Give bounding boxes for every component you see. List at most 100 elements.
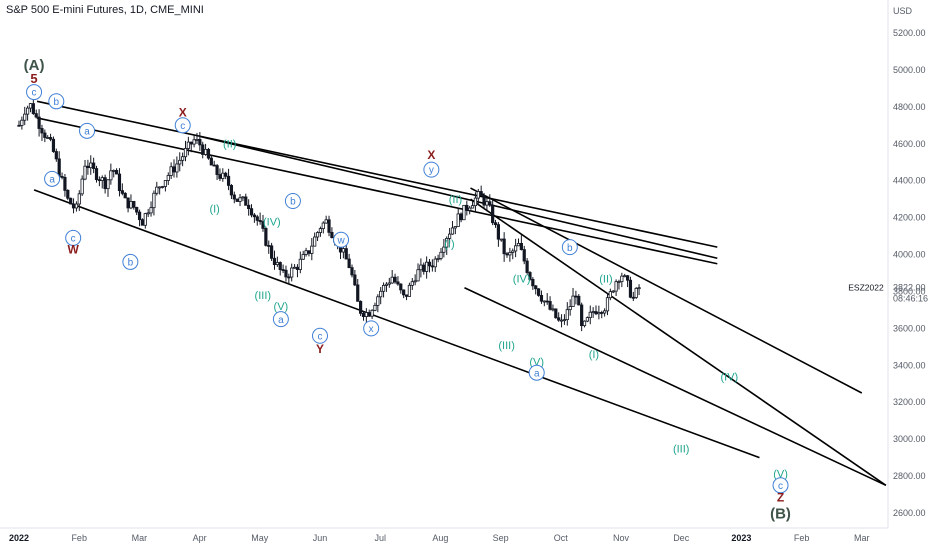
candle-body [123,192,127,199]
candle-body [324,219,328,224]
x-tick-label: Feb [794,533,810,543]
wave-label: w [336,235,345,246]
wave-label: (II) [449,194,462,206]
candle-body [181,156,185,161]
time-axis: 2022 Feb Mar Apr May Jun Jul Aug Sep Oct Nov Dec 202… [9,533,870,543]
candle-body [597,312,601,315]
y-tick-label: 3600.00 [893,323,926,333]
candle-body [23,113,27,121]
wave-label-circle [312,327,328,344]
candle-body [387,282,391,285]
y-tick-label: 4600.00 [893,139,926,149]
trendline[interactable] [33,189,760,459]
trendline[interactable] [36,100,718,248]
candle-body [557,317,561,321]
candle-body [163,180,168,187]
wave-label-circle [423,161,440,178]
wave-label: (IV) [513,273,531,285]
candle-body [252,214,256,218]
wave-label: b [290,197,296,208]
candle-body [370,309,374,317]
candle-body [551,308,555,311]
x-tick-label: Aug [432,533,448,543]
candle-body [172,166,176,173]
candle-body [270,245,274,259]
candle-body [92,162,96,169]
candle-body [284,269,288,278]
wave-label: b [567,243,573,254]
candle-body [384,283,389,286]
candle-body [453,226,457,229]
candle-body [373,304,377,311]
y-tick-label: 5200.00 [893,28,926,38]
candle-body [470,205,475,209]
candle-body [37,116,41,129]
candle-body [350,267,354,276]
wave-label-circle [26,84,43,101]
x-tick-label: May [251,533,269,543]
trendline[interactable] [199,135,718,260]
wave-label: Y [316,342,324,356]
candle-body [224,172,228,177]
candle-body [304,250,308,255]
candle-body [614,281,618,292]
wave-label: W [68,242,80,256]
candle-body [364,312,368,318]
candle-body [399,283,403,291]
candle-body [341,248,345,253]
candle-body [313,236,317,247]
candle-body [594,311,598,315]
candle-body [94,168,99,181]
candle-body [83,165,87,180]
candle-body [249,208,254,216]
wave-label: (V) [773,468,788,480]
candle-body [57,158,61,177]
candle-body [536,288,541,296]
wave-label: a [84,126,90,137]
candle-body [433,258,437,268]
candle-body [344,248,348,260]
candle-body [77,193,81,205]
candle-body [353,274,357,286]
candle-body [71,203,76,209]
candle-body [186,141,190,149]
candle-body [117,173,122,192]
y-tick-label: 3800.00 [893,286,926,296]
candle-body [516,243,521,247]
candle-body [462,204,466,221]
trendline[interactable] [36,117,718,265]
candle-body [473,197,478,207]
wave-label: (IV) [263,216,281,228]
candle-body [290,267,294,278]
wave-label-circle [363,320,380,337]
candle-body [620,275,624,283]
x-tick-label: Apr [193,533,207,543]
candle-body [393,276,397,283]
candle-body [485,201,489,206]
wave-label: (B) [770,505,791,522]
candle-body [129,200,133,209]
y-tick-label: 2600.00 [893,508,926,518]
candle-body [46,137,50,139]
candle-body [359,300,363,314]
x-tick-label: Sep [493,533,509,543]
candle-body [189,141,193,145]
candle-body [215,165,219,175]
y-tick-label: 5000.00 [893,65,926,75]
candle-body [74,203,79,209]
wave-label-circle [65,229,82,246]
candle-body [235,198,239,202]
x-tick-label: Dec [673,533,690,543]
candle-body [442,246,446,253]
candle-body [40,128,44,134]
trendline[interactable] [464,287,887,487]
x-tick-label: Mar [854,533,870,543]
wave-label-circle [174,117,191,134]
trendline[interactable] [470,198,887,486]
x-tick-label: Jul [374,533,386,543]
candle-body [115,170,119,175]
trendline[interactable] [470,187,863,394]
candle-body [43,132,47,138]
wave-label: c [318,331,323,342]
